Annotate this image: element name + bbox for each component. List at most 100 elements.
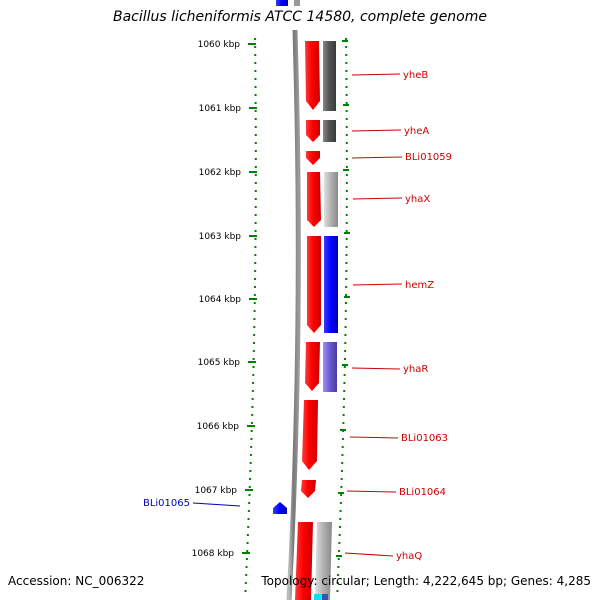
ruler-dot xyxy=(254,198,257,200)
ruler-dot xyxy=(249,470,252,472)
gene-yheA[interactable] xyxy=(306,120,320,142)
gene-yhaX[interactable] xyxy=(307,172,321,227)
ruler-dot xyxy=(254,166,257,168)
ruler-dot xyxy=(345,254,348,256)
ruler-dot xyxy=(254,278,257,280)
ruler-dot xyxy=(345,294,348,296)
gene-label-BLi01065[interactable]: BLi01065 xyxy=(143,498,190,509)
ruler-dot xyxy=(345,270,348,272)
ruler-dot xyxy=(337,558,340,560)
ruler-dot xyxy=(247,518,250,520)
gene-label-yheB[interactable]: yheB xyxy=(403,70,428,81)
ruler-dot xyxy=(337,566,340,568)
ruler-dot xyxy=(345,142,348,144)
ruler-dot xyxy=(343,382,346,384)
ruler-dot xyxy=(254,206,257,208)
tick-1066: 1066 kbp xyxy=(197,422,255,432)
ruler-dot xyxy=(254,78,257,80)
ruler-dot xyxy=(250,446,253,448)
ruler-dot xyxy=(343,366,346,368)
ruler-dot xyxy=(254,270,257,272)
gene-label-yhaQ[interactable]: yhaQ xyxy=(396,551,422,562)
ruler-dot xyxy=(251,398,254,400)
ruler-dot xyxy=(345,182,348,184)
ruler-dot xyxy=(254,150,257,152)
ruler-dot xyxy=(249,462,252,464)
gene-BLi01059[interactable] xyxy=(306,151,320,165)
ruler-dot xyxy=(345,238,348,240)
ruler-dot xyxy=(345,70,348,72)
gene-label-yhaX[interactable]: yhaX xyxy=(405,194,430,205)
ruler-dot xyxy=(254,214,257,216)
ruler-dot xyxy=(250,422,253,424)
ruler-dot xyxy=(342,406,345,408)
ruler-dot xyxy=(341,462,344,464)
ruler-dot xyxy=(345,222,348,224)
ruler-dot xyxy=(340,494,343,496)
ruler-dot xyxy=(250,430,253,432)
ruler-dot xyxy=(252,342,255,344)
ruler-dot xyxy=(343,390,346,392)
ruler-dot xyxy=(345,94,348,96)
ruler-dot xyxy=(254,62,257,64)
ruler-dot xyxy=(339,502,342,504)
ruler-dot xyxy=(341,438,344,440)
gene-label-BLi01063[interactable]: BLi01063 xyxy=(401,433,448,444)
ruler-dot xyxy=(253,326,256,328)
cog-yheA xyxy=(323,120,336,142)
topology-text: Topology: circular; Length: 4,222,645 bp… xyxy=(261,574,591,588)
gene-yheB[interactable] xyxy=(305,41,320,110)
tick-label-1065: 1065 kbp xyxy=(198,358,241,368)
ruler-dot xyxy=(345,278,348,280)
ruler-dot xyxy=(345,206,348,208)
tick-label-1066: 1066 kbp xyxy=(197,422,240,432)
gene-label-yhaR[interactable]: yhaR xyxy=(403,364,428,375)
gene-hemZ[interactable] xyxy=(307,236,321,333)
ruler-dot xyxy=(248,494,251,496)
ruler-dot xyxy=(254,182,257,184)
ruler-dot xyxy=(344,318,347,320)
ruler-dot xyxy=(338,534,341,536)
ruler-dot xyxy=(344,302,347,304)
ruler-dot xyxy=(254,190,257,192)
ruler-dot xyxy=(345,230,348,232)
ruler-dot xyxy=(336,582,339,584)
ruler-dot xyxy=(251,414,254,416)
ruler-dot xyxy=(254,254,257,256)
ruler-dot xyxy=(345,46,348,48)
cog-yhaQ xyxy=(315,522,332,600)
backbone-arc xyxy=(286,29,301,600)
ruler-dot xyxy=(254,246,257,248)
gene-yhaQ[interactable] xyxy=(295,522,313,600)
ruler-dot xyxy=(247,510,250,512)
gene-label-yheA[interactable]: yheA xyxy=(404,126,429,137)
ruler-dot xyxy=(254,102,257,104)
gene-label-BLi01064[interactable]: BLi01064 xyxy=(399,487,446,498)
ruler-dot xyxy=(345,118,348,120)
ruler-dot xyxy=(254,70,257,72)
gene-label-BLi01059[interactable]: BLi01059 xyxy=(405,152,452,163)
ruler-dot xyxy=(345,158,348,160)
ruler-dot xyxy=(245,566,248,568)
gene-label-hemZ[interactable]: hemZ xyxy=(405,280,434,291)
ruler-dot xyxy=(254,38,257,40)
ruler-dot xyxy=(344,334,347,336)
ruler-dot xyxy=(340,486,343,488)
gene-BLi01065[interactable] xyxy=(273,502,287,514)
gene-BLi01063[interactable] xyxy=(302,400,318,470)
ruler-dot xyxy=(343,358,346,360)
tick-1061: 1061 kbp xyxy=(199,104,257,114)
gene-BLi01064[interactable] xyxy=(301,480,316,498)
right-ruler-ticks xyxy=(336,40,350,557)
ruler-dot xyxy=(246,542,249,544)
ruler-dot xyxy=(345,198,348,200)
tick-label-1062: 1062 kbp xyxy=(199,168,242,178)
ruler-dot xyxy=(249,454,252,456)
ruler-dot xyxy=(338,550,341,552)
ruler-dot xyxy=(254,126,257,128)
ruler-dot xyxy=(345,262,348,264)
gene-yhaR[interactable] xyxy=(305,342,320,391)
ruler-dot xyxy=(253,310,256,312)
ruler-dot xyxy=(345,126,348,128)
tick-label-1064: 1064 kbp xyxy=(199,295,242,305)
